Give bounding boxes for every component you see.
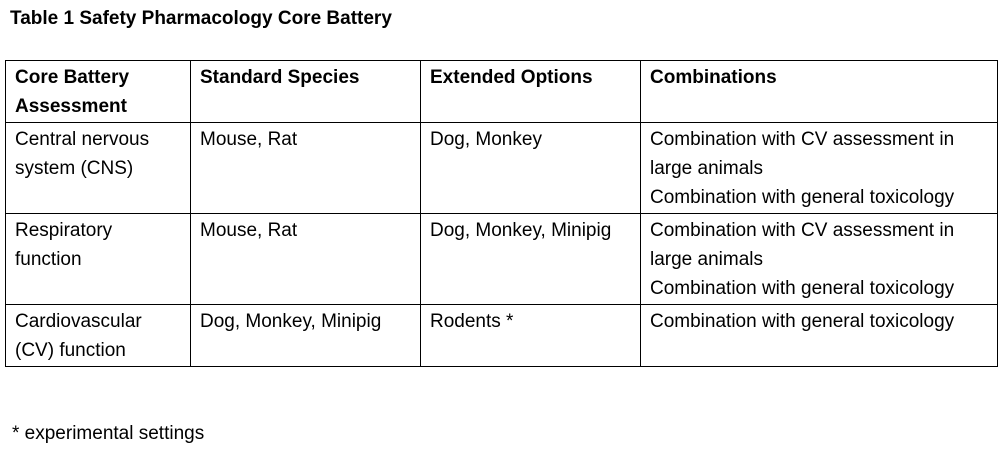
cell-text: Combination with general toxicology <box>650 278 955 299</box>
table-cell: Cardiovascular (CV) function <box>5 304 191 367</box>
cell-text: Respiratory function <box>15 220 113 270</box>
cell-text: Mouse, Rat <box>200 129 298 150</box>
cell-text: Mouse, Rat <box>200 220 298 241</box>
header-cell: Combinations <box>640 60 998 123</box>
footnote: * experimental settings <box>12 423 205 444</box>
cell-text: Dog, Monkey, Minipig <box>200 311 382 332</box>
cell-text: Combination with CV assessment in large … <box>650 220 955 270</box>
cell-text: Rodents * <box>430 311 514 332</box>
table-cell: Mouse, Rat <box>190 213 421 305</box>
table-cell: Combination with general toxicology <box>640 304 998 367</box>
table-cell: Rodents * <box>420 304 641 367</box>
table-cell: Dog, Monkey <box>420 122 641 214</box>
cell-text: Central nervous system (CNS) <box>15 129 150 179</box>
table-row: Central nervous system (CNS) Mouse, Rat Do… <box>5 122 998 214</box>
header-cell: Standard Species <box>190 60 421 123</box>
cell-text: Combination with general toxicology <box>650 187 955 208</box>
table-row: Cardiovascular (CV) function Dog, Monkey,… <box>5 304 998 367</box>
table: Core Battery Assessment Standard Species E… <box>5 60 998 367</box>
table-cell: Central nervous system (CNS) <box>5 122 191 214</box>
header-cell: Core Battery Assessment <box>5 60 191 123</box>
cell-text: Dog, Monkey <box>430 129 542 150</box>
cell-text: Cardiovascular (CV) function <box>15 311 142 361</box>
table-cell: Respiratory function <box>5 213 191 305</box>
table-cell: Combination with CV assessment in large … <box>640 122 998 214</box>
header-cell: Extended Options <box>420 60 641 123</box>
table-cell: Dog, Monkey, Minipig <box>420 213 641 305</box>
table-row: Respiratory function Mouse, Rat Dog, Monke… <box>5 213 998 305</box>
table-cell: Combination with CV assessment in large … <box>640 213 998 305</box>
cell-text: Dog, Monkey, Minipig <box>430 220 612 241</box>
cell-text: Combination with general toxicology <box>650 311 955 332</box>
table-cell: Mouse, Rat <box>190 122 421 214</box>
table-cell: Dog, Monkey, Minipig <box>190 304 421 367</box>
header-row: Core Battery Assessment Standard Species E… <box>5 60 998 123</box>
table-body: Central nervous system (CNS) Mouse, Rat Do… <box>5 122 998 367</box>
table-title: Table 1 Safety Pharmacology Core Battery <box>10 8 392 29</box>
cell-text: Combination with CV assessment in large … <box>650 129 955 179</box>
